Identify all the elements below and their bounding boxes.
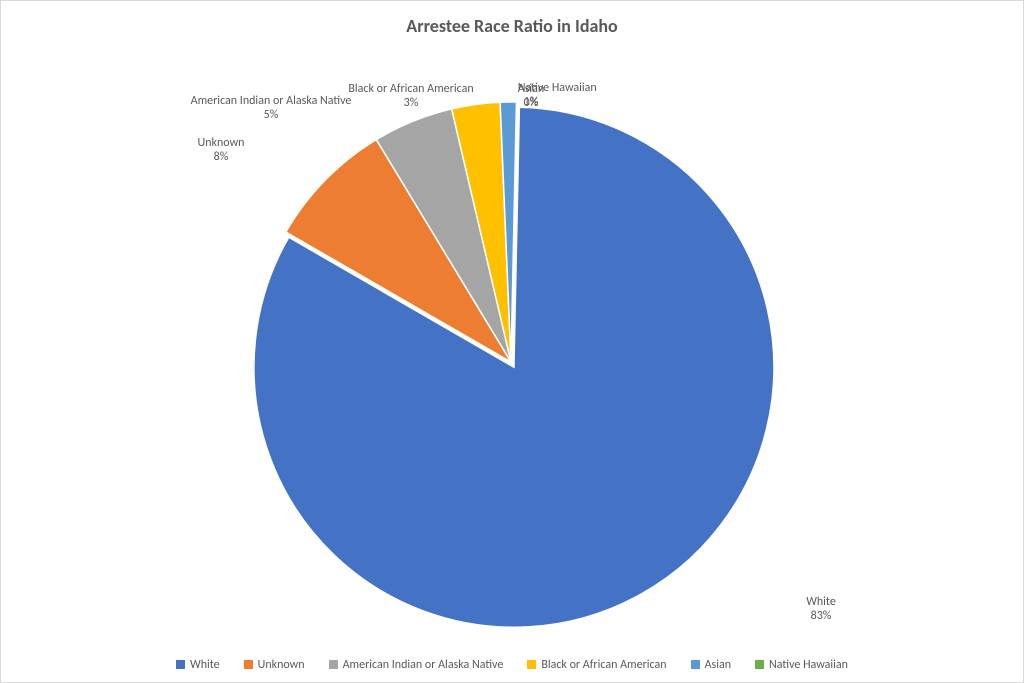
legend: White Unknown American Indian or Alaska Na… (1, 655, 1023, 674)
legend-label: Asian (705, 658, 731, 672)
data-label-american-indian-or-alaska-native: American Indian or Alaska Native 5% (191, 95, 352, 123)
data-label-unknown: Unknown 8% (198, 137, 245, 165)
legend-item-black-or-african-american: Black or African American (527, 658, 666, 672)
data-label-white: White 83% (806, 596, 836, 624)
legend-marker-icon (176, 660, 185, 669)
pie-svg (246, 97, 776, 627)
legend-marker-icon (527, 660, 536, 669)
legend-item-unknown: Unknown (244, 658, 305, 672)
chart-container: Arrestee Race Ratio in Idaho White 83% Un… (0, 0, 1024, 683)
legend-label: American Indian or Alaska Native (343, 658, 504, 672)
legend-item-native-hawaiian: Native Hawaiian (755, 658, 848, 672)
legend-item-american-indian-or-alaska-native: American Indian or Alaska Native (329, 658, 504, 672)
legend-marker-icon (755, 660, 764, 669)
legend-label: Native Hawaiian (769, 658, 848, 672)
legend-item-asian: Asian (691, 658, 731, 672)
data-label-asian: Native HawaiianAsian 1%0% (518, 83, 544, 111)
data-label-black-or-african-american: Black or African American 3% (348, 83, 473, 111)
legend-label: Black or African American (541, 658, 666, 672)
pie-plot-area: White 83% Unknown 8% American Indian or Al… (1, 41, 1024, 631)
legend-marker-icon (329, 660, 338, 669)
legend-label: White (190, 658, 220, 672)
legend-marker-icon (244, 660, 253, 669)
legend-item-white: White (176, 658, 220, 672)
legend-label: Unknown (258, 658, 305, 672)
legend-marker-icon (691, 660, 700, 669)
chart-title: Arrestee Race Ratio in Idaho (1, 15, 1023, 37)
